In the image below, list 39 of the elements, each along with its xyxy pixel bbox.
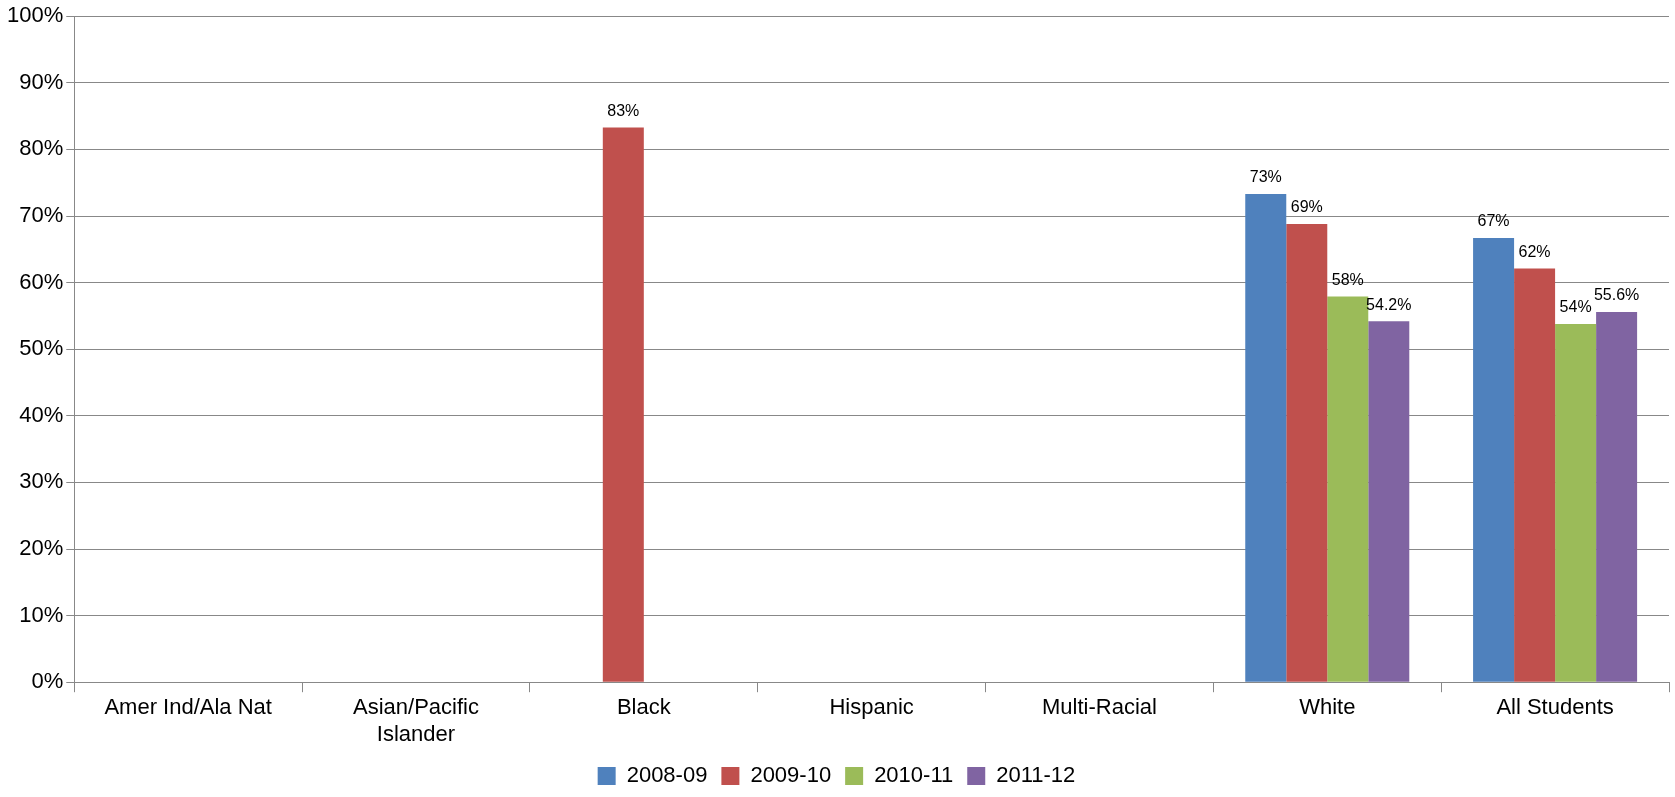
y-tick-label: 90% [19,68,64,94]
data-label: 73% [1249,168,1282,186]
data-label: 69% [1290,198,1323,216]
y-tick-label: 100% [6,2,64,28]
x-tick-label: Multi-Racial [1041,694,1157,720]
legend-label: 2011-12 [996,762,1076,788]
bar [602,127,644,682]
bar [1596,311,1638,682]
bar [1555,323,1597,682]
y-tick-label: 10% [19,601,64,627]
y-tick-label: 40% [19,401,64,427]
y-tick-label: 60% [19,268,64,294]
data-label: 67% [1477,212,1510,230]
bar [1368,321,1410,682]
bar [1245,194,1287,682]
data-label: 55.6% [1593,286,1640,304]
y-tick-label: 30% [19,468,64,494]
y-tick-label: 20% [19,535,64,561]
y-tick-label: 80% [19,135,64,161]
x-tick-label: Amer Ind/Ala Nat [104,694,272,720]
x-tick-label: All Students [1496,694,1614,720]
x-tick-label: Asian/Pacific Islander [353,694,479,746]
data-label: 62% [1518,243,1551,261]
bar [1286,223,1328,682]
data-label: 54% [1559,298,1592,316]
bar [1514,268,1556,682]
y-tick-label: 50% [19,335,64,361]
legend-label: 2008-09 [626,762,708,788]
data-label: 58% [1331,270,1364,288]
x-tick-label: White [1299,694,1356,720]
y-tick-label: 70% [19,202,64,228]
x-tick-label: Black [616,694,672,720]
data-label: 83% [607,101,640,119]
bar [1473,237,1515,682]
x-tick-label: Hispanic [829,694,914,720]
legend-label: 2009-10 [750,762,832,788]
legend-label: 2010-11 [874,762,954,788]
y-tick-label: 0% [31,668,64,694]
bar [1327,296,1369,682]
